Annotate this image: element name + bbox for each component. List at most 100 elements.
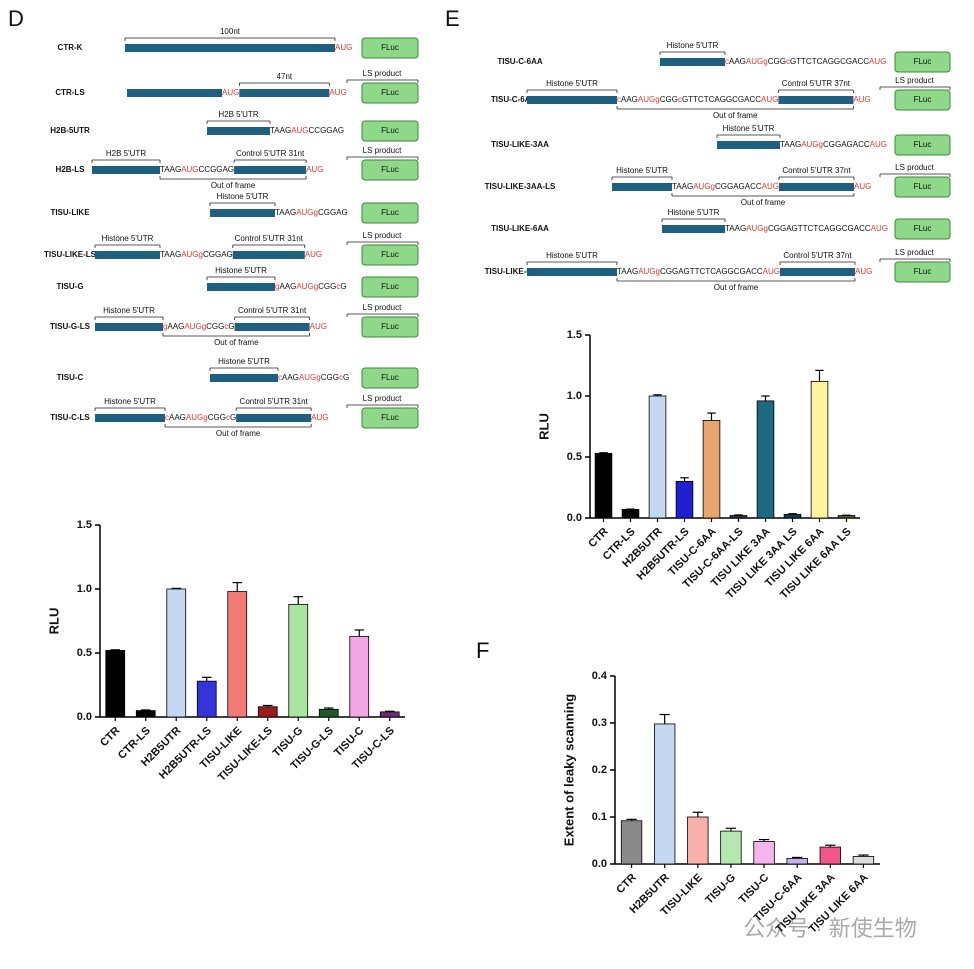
- note: Out of frame: [714, 283, 759, 292]
- sequence: g: [199, 250, 203, 259]
- bar: [257, 706, 278, 718]
- fluc-box: [894, 51, 951, 73]
- sequence: g: [275, 282, 279, 291]
- ls-label: LS product: [363, 146, 402, 155]
- note: Out of frame: [216, 429, 261, 438]
- fluc-label: FLuc: [914, 224, 932, 233]
- sequence: AUG: [186, 413, 203, 422]
- y-tick-label: 0.5: [567, 451, 582, 463]
- sequence: AUG: [853, 95, 870, 104]
- construct-name: TISU-LIKE-3AA-LS: [485, 182, 556, 191]
- sequence: CGGAGTTCTCAGGCGACC: [660, 267, 763, 276]
- y-axis-label: RLU: [536, 413, 551, 440]
- construct-name: TISU-LIKE: [50, 208, 90, 217]
- utr-bar: [234, 323, 310, 331]
- y-tick-label: 1.5: [567, 329, 582, 341]
- bar: [753, 841, 775, 865]
- sequence: AAG: [279, 282, 296, 291]
- sequence: CGGAGACC: [823, 140, 870, 149]
- sequence: g: [316, 373, 320, 382]
- fluc-label: FLuc: [381, 322, 399, 331]
- utr-label: Histone 5'UTR: [103, 306, 155, 315]
- sequence: AAG: [282, 373, 299, 382]
- utr-bar: [779, 183, 854, 191]
- y-axis-label: RLU: [46, 608, 61, 635]
- fluc-box: [894, 89, 951, 111]
- sequence: AUG: [870, 140, 887, 149]
- fluc-box: [361, 159, 419, 181]
- bar: [594, 452, 613, 519]
- sequence: GTTCTCAGGCGACC: [790, 57, 869, 66]
- sequence: AUG: [854, 182, 871, 191]
- x-tick-label: CTR: [614, 872, 639, 897]
- utr-bar: [92, 166, 160, 174]
- fluc-box: [361, 276, 419, 298]
- utr-label: H2B 5'UTR: [218, 110, 258, 119]
- construct-name: TISU-LIKE-LS: [44, 250, 97, 259]
- note: Out of frame: [211, 181, 256, 190]
- sequence: AUG: [638, 267, 655, 276]
- y-tick-label: 0.3: [592, 717, 607, 729]
- sequence: CGG: [321, 373, 339, 382]
- bar: [648, 395, 667, 519]
- sequence: AUG: [746, 57, 763, 66]
- utr-bar: [660, 58, 725, 66]
- construct-name: CTR-LS: [55, 88, 85, 97]
- panel-label: E: [445, 6, 460, 31]
- sequence: TAAG: [270, 126, 291, 135]
- fluc-label: FLuc: [381, 88, 399, 97]
- fluc-box: [894, 218, 951, 240]
- sequence: AUG: [801, 140, 818, 149]
- x-tick-label: TISU-G: [703, 872, 738, 907]
- ls-label: LS product: [363, 394, 402, 403]
- sequence: g: [314, 208, 318, 217]
- sequence: CGG: [208, 413, 226, 422]
- utr-bar: [95, 323, 163, 331]
- y-axis-label: Extent of leaky scanning: [561, 694, 576, 846]
- construct-name: TISU-LIKE-6AA: [491, 224, 549, 233]
- y-tick-label: 0.5: [77, 647, 92, 659]
- y-tick-label: 1.0: [77, 583, 92, 595]
- fluc-label: FLuc: [914, 95, 932, 104]
- bar: [196, 680, 217, 718]
- sequence: CGGAGTTCTCAGGCGACC: [768, 224, 871, 233]
- note: Out of frame: [713, 111, 758, 120]
- bar: [810, 380, 829, 519]
- bar: [783, 513, 802, 519]
- sequence: AUG: [693, 182, 710, 191]
- bar: [105, 650, 126, 718]
- sequence: g: [163, 322, 167, 331]
- watermark: 公众号 · 新使生物: [743, 916, 917, 941]
- sequence: c: [165, 413, 169, 422]
- fluc-box: [361, 316, 419, 338]
- sequence: CGG: [768, 57, 786, 66]
- utr-bar: [239, 89, 330, 97]
- y-tick-label: 0.4: [592, 670, 608, 682]
- construct-name: TISU-C: [57, 373, 84, 382]
- sequence: TAAG: [275, 208, 296, 217]
- sequence: c: [725, 57, 729, 66]
- utr-label: Histone 5'UTR: [668, 208, 720, 217]
- sequence: c: [617, 95, 621, 104]
- fluc-label: FLuc: [381, 413, 399, 422]
- utr-label: Control 5'UTR 37nt: [782, 79, 851, 88]
- sequence: AAG: [729, 57, 746, 66]
- utr-bar: [95, 414, 165, 422]
- fluc-label: FLuc: [914, 57, 932, 66]
- sequence: CGG: [660, 95, 678, 104]
- sequence: AUG: [329, 88, 346, 97]
- fluc-box: [361, 120, 419, 142]
- utr-bar: [95, 251, 160, 259]
- fluc-label: FLuc: [914, 140, 932, 149]
- sequence: g: [202, 322, 206, 331]
- utr-bar: [127, 89, 222, 97]
- bar: [227, 591, 248, 718]
- panel-label: D: [8, 6, 24, 31]
- note: Out of frame: [214, 338, 259, 347]
- utr-bar: [207, 127, 270, 135]
- y-tick-label: 0.0: [77, 711, 92, 723]
- utr-bar: [527, 268, 617, 276]
- utr-label: H2B 5'UTR: [106, 149, 146, 158]
- y-tick-label: 0.2: [592, 764, 607, 776]
- sequence: TAAG: [725, 224, 746, 233]
